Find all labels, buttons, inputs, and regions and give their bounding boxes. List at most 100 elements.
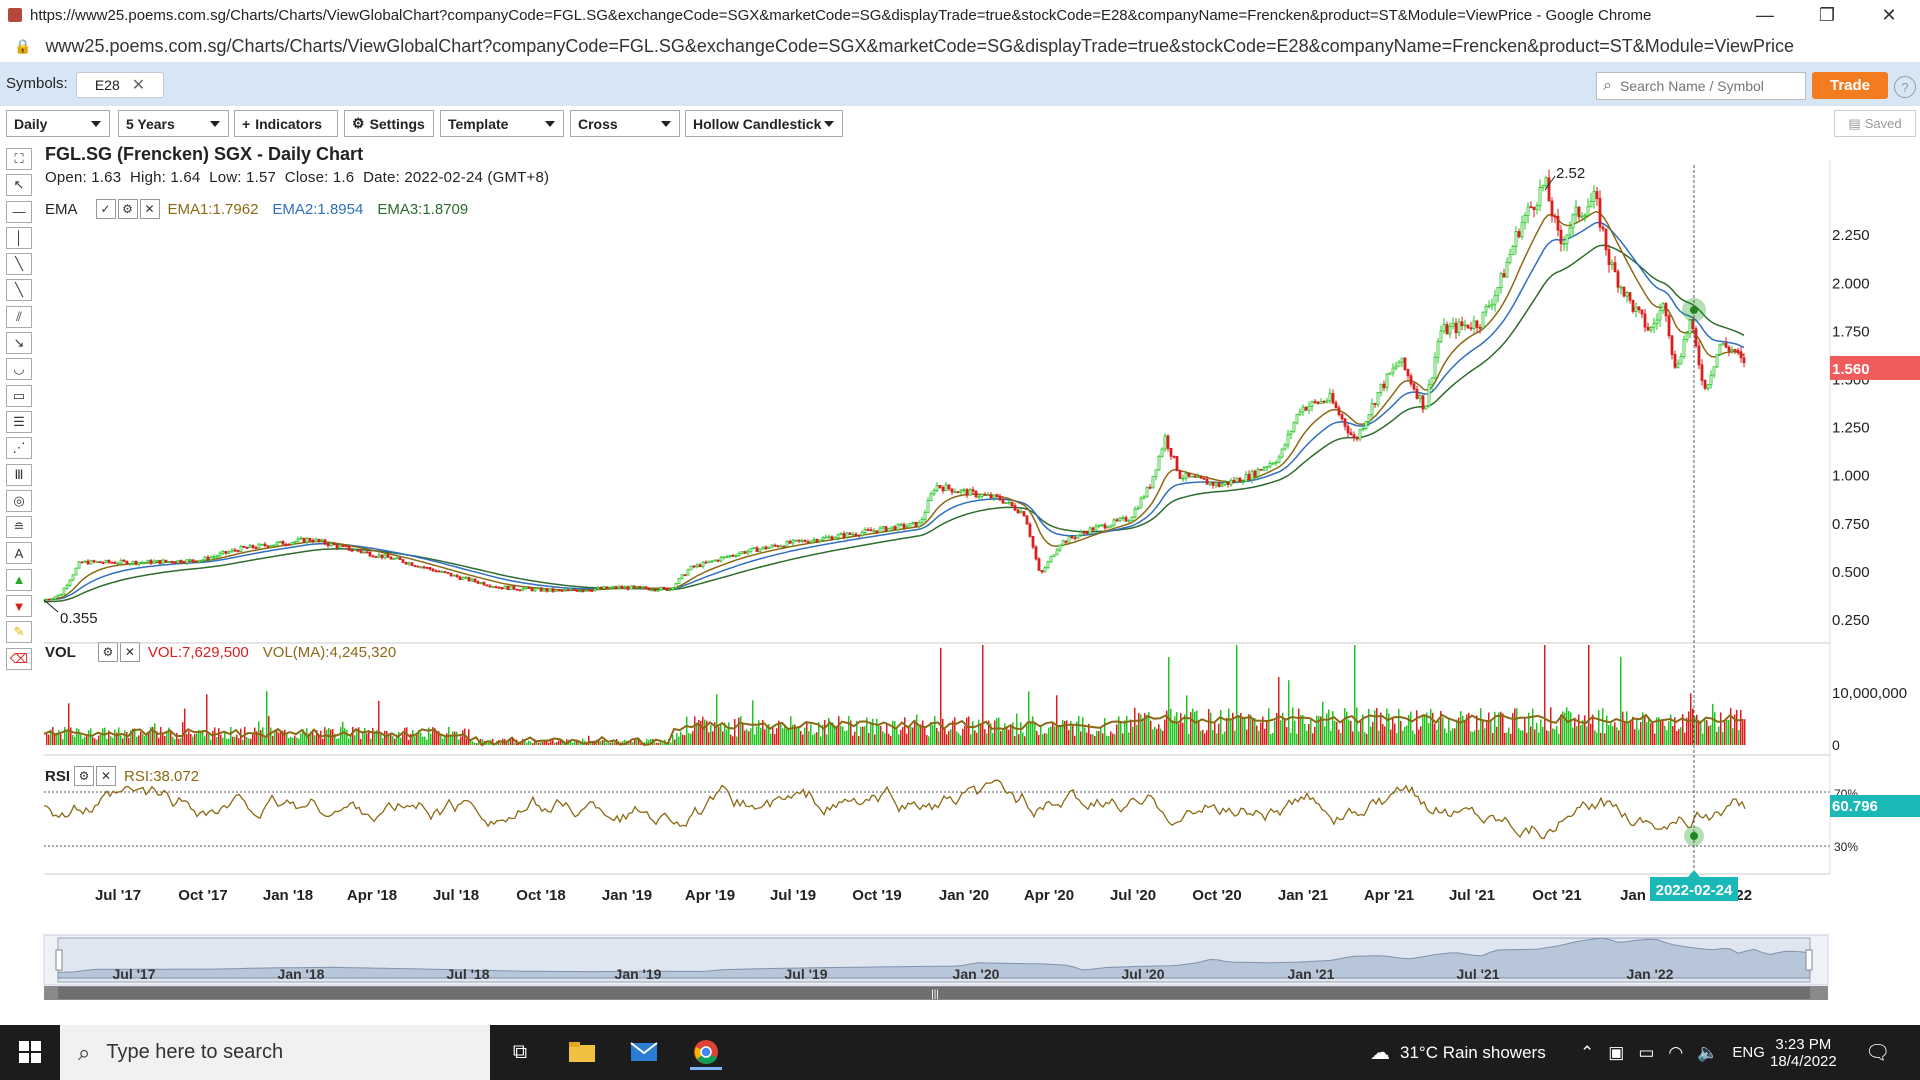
volume-bar [102,728,104,745]
taskbar-search[interactable]: ⌕ Type here to search [60,1025,490,1080]
gear-icon[interactable]: ⚙ [74,766,95,786]
volume-bar [658,742,660,745]
clock[interactable]: 3:23 PM 18/4/2022 [1770,1025,1837,1080]
fullscreen-icon[interactable]: ⛶ [6,148,32,170]
candle-body [1487,305,1491,308]
candle-body [1463,324,1467,327]
url-text[interactable]: www25.poems.com.sg/Charts/Charts/ViewGlo… [45,35,1794,56]
up-arrow-icon[interactable]: ▲ [6,568,32,591]
candle-body [1388,372,1392,375]
volume-bar [128,738,130,745]
volume-bar [1042,734,1044,745]
volume-bar [1126,715,1128,745]
volume-bar [1208,709,1210,745]
weather-widget[interactable]: ☁ 31°C Rain showers [1370,1025,1546,1080]
volume-bar [1582,720,1584,745]
circles-icon[interactable]: ◎ [6,489,32,512]
pencil-icon[interactable]: ✎ [6,621,32,644]
candle-body [77,561,81,569]
restore-icon[interactable]: ❐ [1818,4,1836,25]
candle-body [1727,346,1731,352]
volume-bar [1172,720,1174,745]
candle-body [1268,463,1272,468]
symbol-chip[interactable]: E28 ✕ [76,72,164,98]
trend-line-icon[interactable]: ╲ [6,253,32,276]
levels-icon[interactable]: ≘ [6,516,32,539]
time-zones-icon[interactable]: Ⅲ [6,463,32,486]
remove-symbol-icon[interactable]: ✕ [131,77,146,94]
fib-retracement-icon[interactable]: ☰ [6,410,32,433]
settings-button[interactable]: ⚙ Settings [344,110,434,137]
close-icon[interactable]: ✕ [96,766,117,786]
help-icon[interactable]: ? [1894,76,1916,98]
minimize-icon[interactable]: — [1756,4,1774,25]
close-icon[interactable]: ✕ [139,199,160,219]
gear-icon[interactable]: ⚙ [117,199,138,219]
rectangle-icon[interactable]: ▭ [6,384,32,407]
lock-icon[interactable]: 🔒 [14,37,32,54]
navigator[interactable]: Jul '17 Jan '18 Jul '18 Jan '19 Jul '19 Jan '… [43,934,1829,1000]
volume-bar [822,724,824,745]
check-icon[interactable]: ✓ [95,199,116,219]
eraser-icon[interactable]: ⌫ [6,647,32,670]
volume-icon[interactable]: 🔈 [1697,1042,1719,1062]
meet-icon[interactable]: ▣ [1608,1042,1625,1062]
volume-bar [188,731,190,745]
volume-bar [444,735,446,745]
windows-start-icon[interactable] [14,1037,46,1067]
chart-style-select[interactable]: Hollow Candlestick [685,110,843,137]
close-icon[interactable]: ✕ [1881,4,1897,25]
arc-icon[interactable]: ◡ [6,358,32,381]
gear-icon[interactable]: ⚙ [97,642,118,662]
wifi-icon[interactable]: ◠ [1668,1042,1684,1062]
volume-bar [1206,730,1208,745]
volume-bar [1112,733,1114,745]
volume-bar [1624,721,1626,745]
text-icon[interactable]: A [6,542,32,565]
channel-icon[interactable]: ⫽ [6,305,32,328]
candle-body [395,557,399,560]
task-view-icon[interactable]: ⧉ [512,1040,528,1063]
language-indicator[interactable]: ENG [1732,1044,1765,1061]
candle-body [506,585,510,591]
volume-bar [70,727,72,745]
pointer-icon[interactable]: ↖ [6,174,32,197]
symbol-search[interactable]: ⌕ [1596,72,1806,100]
windows-taskbar: ⌕ Type here to search ⧉ ☁ 31°C Rain show… [0,1025,1920,1080]
indicators-button[interactable]: + Indicators [234,110,338,137]
battery-icon[interactable]: ▭ [1638,1042,1655,1062]
price-chart[interactable]: 2.520.355 2.2502.0001.7501.5001.2501.000… [0,0,1920,1000]
candle-body [1562,243,1566,246]
interval-select[interactable]: Daily [6,110,110,137]
volume-bar [1686,717,1688,745]
volume-bar [1368,708,1370,745]
template-select[interactable]: Template [440,110,564,137]
horizontal-line-icon[interactable]: — [6,200,32,223]
crosshair-select[interactable]: Cross [570,110,680,137]
ray-line-icon[interactable]: ╲ [6,279,32,302]
candle-body [806,541,810,544]
volume-bar [1440,711,1442,745]
range-select[interactable]: 5 Years [118,110,229,137]
notification-icon[interactable]: 🗨 [1865,1042,1891,1064]
file-explorer-icon[interactable] [566,1037,598,1067]
down-arrow-icon[interactable]: ▼ [6,595,32,618]
candle-body [374,556,378,558]
low-price-label: 0.355 [60,610,98,627]
vertical-line-icon[interactable]: │ [6,226,32,249]
address-bar[interactable]: 🔒 www25.poems.com.sg/Charts/Charts/ViewG… [0,30,1920,63]
chrome-icon[interactable] [690,1037,722,1070]
candle-body [284,543,288,546]
volume-bar [946,734,948,745]
fan-icon[interactable]: ⋰ [6,437,32,460]
arrow-line-icon[interactable]: ↘ [6,332,32,355]
trade-button[interactable]: Trade [1812,72,1888,99]
candle-body [1604,228,1608,251]
symbol-search-input[interactable] [1617,77,1792,95]
candle-body [1709,374,1713,385]
volume-bar [1026,724,1028,745]
saved-button[interactable]: ▤ Saved [1834,110,1916,137]
volume-bar [1192,708,1194,745]
chevron-up-icon[interactable]: ⌃ [1580,1042,1595,1062]
mail-icon[interactable] [628,1037,660,1067]
